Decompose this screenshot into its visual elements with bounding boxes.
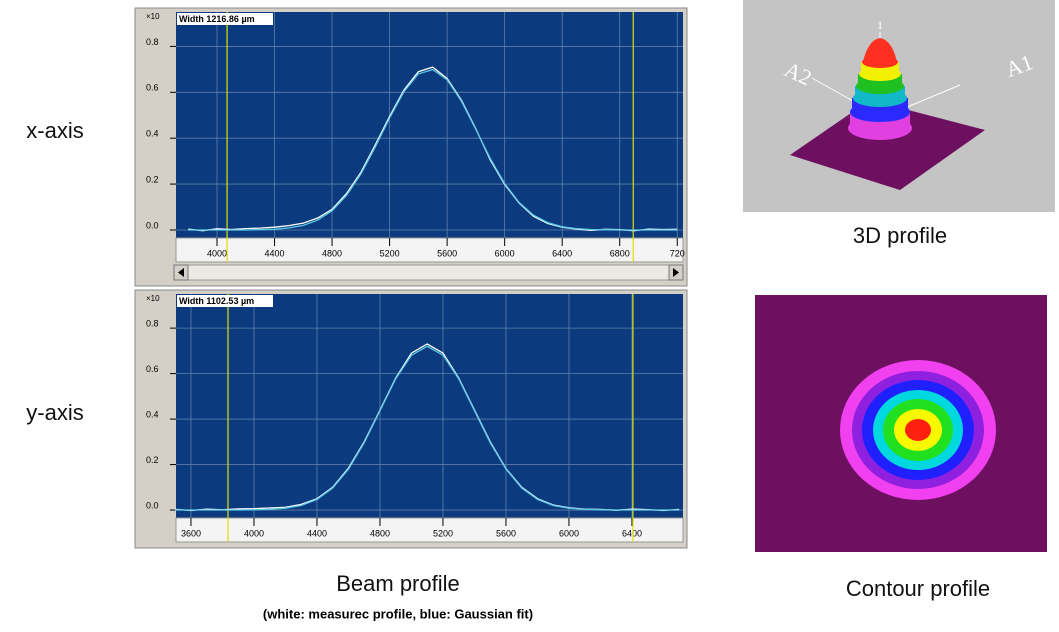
y-tick-label: 0.0 [146,500,159,510]
x-tick-label: 4000 [207,248,227,258]
plot-area [176,12,683,238]
x-tick-label: 5600 [496,528,516,538]
y-tick-label: 0.8 [146,37,159,47]
contour-image [755,295,1047,552]
image-title: Contour profile [846,576,990,601]
x-tick-label: 5200 [433,528,453,538]
y-tick-label: 0.2 [146,174,159,184]
y-tick-label: 0.8 [146,318,159,328]
y-tick-label: 0.6 [146,364,159,374]
row-label: x-axis [26,118,83,143]
x-tick-label: 3600 [181,528,201,538]
x-tick-label: 4800 [370,528,390,538]
x-tick-label: 4800 [322,248,342,258]
caption: (white: measurec profile, blue: Gaussian… [263,606,533,621]
x-tick-label: 4000 [244,528,264,538]
axis-label: 1 [877,18,883,32]
x-tick-label: 6800 [610,248,630,258]
annotation: Width 1216.86 µm [179,14,255,24]
x-tick-label: 6400 [552,248,572,258]
y-tick-label: 0.4 [146,129,159,139]
series-line [175,345,680,511]
x-tick-label: 720 [670,248,685,258]
x-tick-label: 6000 [559,528,579,538]
charts: 0.0 0.2 0.4 0.6 0.8 4000 4400 4800 5200 5600 6000 6… [146,12,685,543]
annotation-box [177,295,273,307]
multiplier: ×10 [146,12,160,21]
y-tick-label: 0.2 [146,455,159,465]
series-line [188,68,678,231]
x-tick-label: 6400 [622,528,642,538]
image-title: 3D profile [853,223,947,248]
multiplier: ×10 [146,294,160,303]
scrollbar[interactable] [173,264,684,281]
x-tick-label: 5600 [437,248,457,258]
profile-3d-image [743,0,1055,212]
annotation-box [177,13,273,25]
x-tick-label: 4400 [265,248,285,258]
y-tick-label: 0.0 [146,220,159,230]
x-tick-label: 4400 [307,528,327,538]
figure-title: Beam profile [336,571,460,596]
annotation: Width 1102.53 µm [179,296,254,306]
plot-area [176,294,683,518]
y-tick-label: 0.6 [146,83,159,93]
y-tick-label: 0.4 [146,409,159,419]
x-tick-label: 5200 [380,248,400,258]
tick-band [175,517,684,543]
tick-band [175,237,684,263]
row-label: y-axis [26,400,83,425]
x-tick-label: 6000 [495,248,515,258]
